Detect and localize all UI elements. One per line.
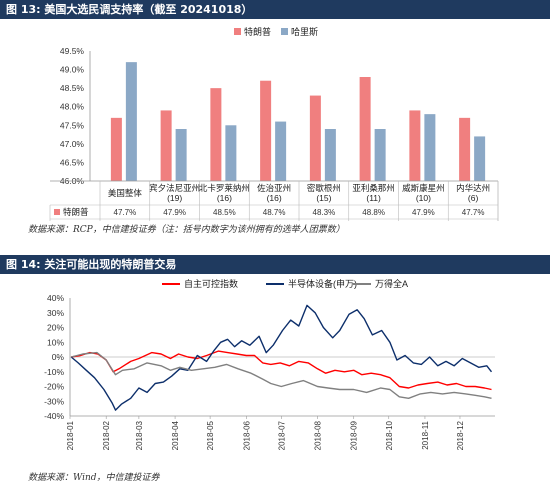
bar-trump <box>459 117 471 181</box>
category-label: 密歇根州 <box>307 183 341 193</box>
bar-harris <box>175 129 187 181</box>
bar-harris <box>125 62 137 182</box>
data-label: 48.5% <box>213 208 236 217</box>
x-tick-label: 2018-07 <box>277 420 286 450</box>
bar-trump <box>309 95 321 181</box>
data-label: 47.7% <box>114 208 137 217</box>
bar-trump <box>260 80 272 181</box>
category-label: (15) <box>316 193 331 203</box>
x-tick-label: 2018-08 <box>314 420 323 450</box>
y-tick-label: 49.5% <box>60 46 85 56</box>
legend-label-0: 自主可控指数 <box>184 278 238 289</box>
data-label: 47.9% <box>163 208 186 217</box>
x-tick-label: 2018-01 <box>66 420 75 450</box>
y-tick-label: 47.5% <box>60 120 85 130</box>
x-tick-label: 2018-04 <box>171 420 180 450</box>
bar-harris <box>424 114 436 181</box>
data-label: 47.9% <box>412 208 435 217</box>
data-label: 47.7% <box>462 208 485 217</box>
legend-label-1: 哈里斯 <box>291 26 318 37</box>
category-label: (16) <box>267 193 282 203</box>
data-label: 48.8% <box>362 208 385 217</box>
y-tick-label: 40% <box>47 293 64 303</box>
category-label: (19) <box>167 193 182 203</box>
bar-trump <box>160 110 172 181</box>
figure13-title: 图 13: 美国大选民调支持率（截至 20241018） <box>0 0 550 19</box>
table-swatch-0 <box>54 209 60 215</box>
bar-harris <box>275 121 287 181</box>
legend-swatch-0 <box>234 28 241 35</box>
y-tick-label: 30% <box>47 308 64 318</box>
x-tick-label: 2018-05 <box>206 420 215 450</box>
x-tick-label: 2018-02 <box>102 420 111 450</box>
legend-swatch-1 <box>281 28 288 35</box>
data-label: 48.7% <box>263 208 286 217</box>
category-label: 北卡罗莱纳州 <box>199 183 250 193</box>
x-tick-label: 2018-03 <box>135 420 144 450</box>
legend-label-0: 特朗普 <box>244 26 271 37</box>
category-label: 亚利桑那州 <box>352 183 395 193</box>
category-label: 佐治亚州 <box>257 183 291 193</box>
x-tick-label: 2018-10 <box>385 420 394 450</box>
y-tick-label: 48.5% <box>60 83 85 93</box>
y-tick-label: 20% <box>47 323 64 333</box>
category-label: (16) <box>217 193 232 203</box>
bar-harris <box>225 125 237 181</box>
bar-trump <box>359 77 371 181</box>
y-tick-label: 46.5% <box>60 157 85 167</box>
y-tick-label: -40% <box>44 411 64 421</box>
poll-bar-chart: 特朗普 哈里斯46.0%46.5%47.0%47.5%48.0%48.5%49.0… <box>49 26 499 221</box>
category-label: 宾夕法尼亚州 <box>149 183 200 193</box>
x-tick-label: 2018-12 <box>456 420 465 450</box>
category-label: (11) <box>366 193 381 203</box>
bar-trump <box>409 110 421 181</box>
line-wind-all-a <box>71 351 492 400</box>
category-label: (6) <box>468 193 479 203</box>
bar-harris <box>374 129 386 181</box>
category-label: 内华达州 <box>456 183 490 193</box>
y-tick-label: -20% <box>44 382 64 392</box>
bar-trump <box>110 117 122 181</box>
figure14-source: 数据来源：Wind，中信建投证券 <box>28 473 160 483</box>
y-tick-label: -10% <box>44 367 64 377</box>
x-tick-label: 2018-06 <box>242 420 251 450</box>
trump-trade-line-chart: 自主可控指数 半导体设备(申万) 万得全A 40% 30% 20% 10% 0% -10% -20… <box>44 278 495 450</box>
line-autonomous-index <box>71 350 492 391</box>
figure14-title: 图 14: 关注可能出现的特朗普交易 <box>0 255 550 274</box>
y-tick-label: 10% <box>47 337 64 347</box>
data-label: 48.3% <box>313 208 336 217</box>
legend-label-1: 半导体设备(申万) <box>288 278 357 289</box>
y-tick-label: 47.0% <box>60 139 85 149</box>
y-tick-label: -30% <box>44 396 64 406</box>
line-semiconductor-equipment <box>70 304 493 411</box>
table-series-label: 特朗普 <box>63 207 89 217</box>
x-tick-label: 2018-11 <box>421 420 430 449</box>
figure13-source: 数据来源：RCP，中信建投证券（注：括号内数字为该州拥有的选举人团票数） <box>28 225 345 235</box>
x-tick-label: 2018-09 <box>350 420 359 450</box>
y-tick-label: 49.0% <box>60 65 85 75</box>
legend-label-2: 万得全A <box>375 278 408 289</box>
bar-harris <box>324 129 336 181</box>
y-tick-label: 48.0% <box>60 102 85 112</box>
category-label: 美国整体 <box>108 188 143 198</box>
category-label: 威斯康星州 <box>402 183 445 193</box>
category-label: (10) <box>416 193 431 203</box>
y-tick-label: 0% <box>52 352 65 362</box>
bar-trump <box>210 88 222 181</box>
bar-harris <box>474 136 486 181</box>
